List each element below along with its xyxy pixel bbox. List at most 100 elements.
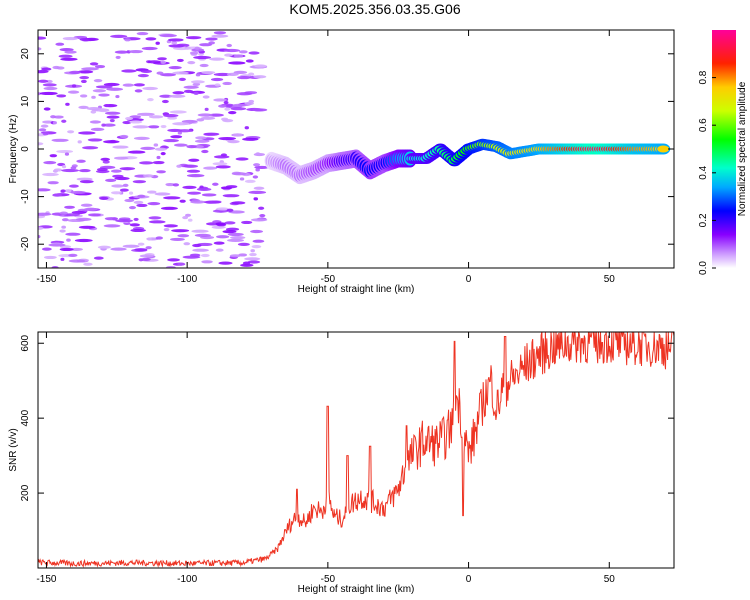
spectrogram-cell (59, 247, 74, 252)
spectrogram-cell (173, 46, 190, 51)
spectrogram-cell (178, 77, 186, 81)
spectrogram-cell (132, 180, 147, 184)
spectrogram-cell (51, 138, 69, 142)
spectrogram-cell (100, 157, 110, 161)
spectrogram-xtick-label: -50 (321, 274, 336, 285)
spectrogram-cell (163, 196, 181, 200)
snr-series-group (38, 332, 674, 568)
spectrogram-cell (160, 73, 176, 77)
spectrogram-cell (38, 128, 47, 132)
spectrogram-cell (79, 180, 94, 184)
spectrogram-cell (183, 164, 199, 168)
spectrogram-cell (59, 229, 66, 233)
spectrogram-cell (114, 50, 129, 54)
spectrogram-cell (244, 126, 249, 130)
spectrogram-ytick-label: 0 (20, 146, 31, 152)
spectrogram-cell (61, 225, 66, 229)
spectrogram-ytick-label: 10 (20, 95, 31, 107)
spectrogram-cell (228, 61, 246, 65)
spectrogram-cell (171, 229, 190, 233)
spectrogram-cell (40, 124, 49, 128)
spectrogram-cell (225, 227, 240, 231)
spectrogram-cell (136, 31, 149, 36)
spectrogram-cell (83, 207, 98, 211)
spectrogram-cell (155, 236, 163, 240)
spectrogram-cell (241, 220, 253, 225)
spectrogram-cell (38, 188, 51, 192)
spectrogram-cell (133, 136, 150, 140)
spectrogram-cell (172, 71, 189, 75)
spectrogram-cell (88, 213, 101, 217)
spectrogram-cell (224, 53, 233, 57)
spectrogram-cell (227, 140, 240, 144)
spectrogram-cell (61, 168, 80, 173)
spectrogram-cell (159, 33, 177, 38)
spectrogram-cell (187, 191, 202, 195)
spectrogram-cell (244, 101, 254, 106)
spectrogram-cell (215, 165, 231, 169)
spectrogram-cell (157, 57, 167, 61)
spectrogram-cell (192, 243, 202, 248)
spectrogram-cell (80, 203, 93, 207)
spectrogram-cell (155, 41, 160, 45)
spectrogram-cell (201, 260, 213, 264)
spectrogram-cell (102, 160, 110, 164)
spectrogram-cell (132, 125, 150, 129)
spectrogram-cell (168, 94, 186, 98)
spectrogram-cell (56, 149, 74, 154)
spectrogram-cell (203, 166, 218, 170)
spectrogram-cell (190, 80, 205, 84)
colorbar-tick-label: 0.2 (698, 213, 709, 227)
spectrogram-cell (154, 147, 167, 151)
spectrogram-cell (170, 237, 185, 242)
spectrogram-cell (250, 229, 263, 234)
spectrogram-cell (195, 73, 201, 77)
spectrogram-cell (252, 175, 259, 179)
spectrogram-cell (65, 102, 70, 106)
spectrogram-cell (224, 221, 236, 225)
spectrogram-cell (106, 87, 124, 91)
colorbar-tick-label: 0.8 (698, 70, 709, 84)
spectrogram-cell (222, 81, 232, 86)
spectrogram-cell (43, 86, 58, 91)
spectrogram-cell (153, 143, 159, 147)
spectrogram-cell (68, 184, 79, 188)
spectrogram-cell (224, 107, 231, 111)
spectrogram-cell (252, 239, 265, 243)
spectrogram-cell (55, 42, 65, 46)
spectrogram-cell (258, 206, 265, 210)
spectrogram-cell (154, 192, 171, 196)
spectrogram-cell (182, 255, 201, 259)
spectrogram-cell (111, 184, 125, 188)
spectrogram-cell (148, 216, 162, 220)
spectrogram-cell (78, 225, 96, 229)
spectrogram-cell (211, 225, 226, 229)
spectrogram-cell (160, 206, 178, 210)
colorbar-tick-label: 0.6 (698, 118, 709, 132)
spectrogram-cell (254, 64, 267, 68)
spectrogram-cell (201, 70, 216, 75)
snr-ylabel: SNR (v/v) (8, 428, 19, 471)
spectrogram-xtick-label: -100 (177, 274, 197, 285)
spectrogram-cell (216, 207, 229, 211)
spectrogram-cell (191, 229, 209, 233)
spectrogram-cell (63, 213, 80, 217)
spectrogram-cell (186, 169, 201, 173)
spectrogram-cell (148, 125, 160, 129)
spectrogram-cell (183, 85, 199, 89)
spectrogram-cell (62, 36, 78, 41)
spectrogram-cell (172, 183, 180, 187)
spectrogram-cell (187, 61, 196, 65)
spectrogram-cell (253, 186, 265, 190)
spectrogram-cell (110, 191, 122, 195)
spectrogram-cell (114, 176, 130, 181)
spectrogram-cell (87, 138, 103, 142)
spectrogram-cell (64, 152, 70, 156)
spectrogram-cell (169, 110, 187, 114)
spectrogram-cell (170, 135, 183, 139)
spectrogram-cell (160, 60, 167, 64)
spectrogram-cell (148, 115, 164, 119)
spectrogram-cell (110, 169, 122, 173)
spectrogram-cell (253, 197, 259, 201)
